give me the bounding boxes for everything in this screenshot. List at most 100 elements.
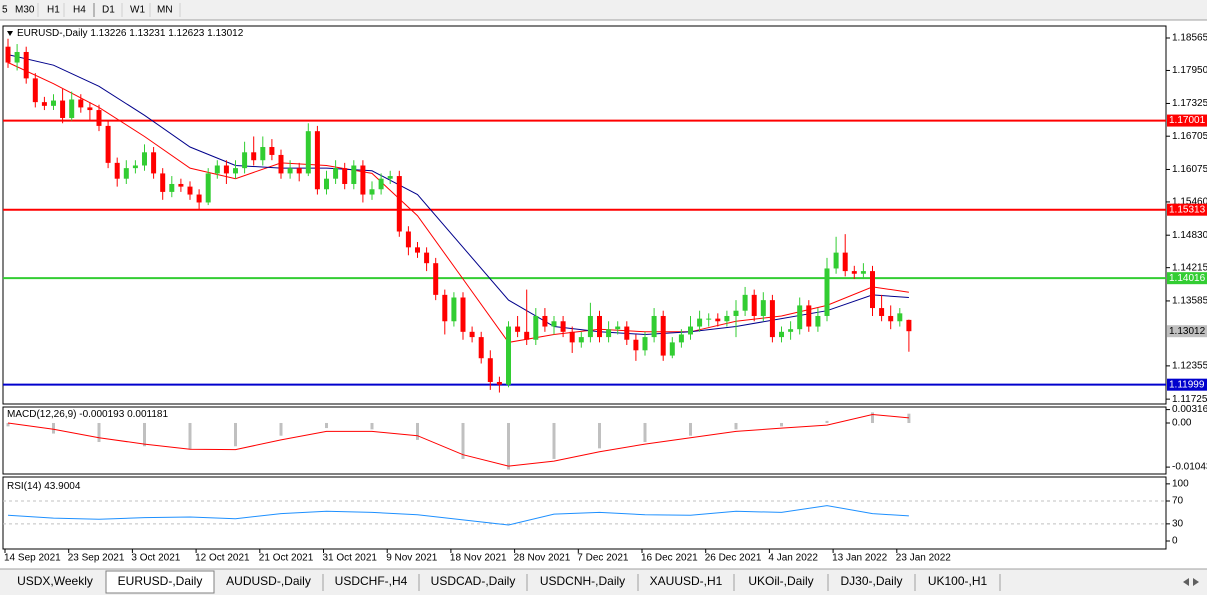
- candle-body: [542, 315, 548, 327]
- macd-bar: [97, 422, 101, 443]
- candle-body: [733, 310, 739, 316]
- rsi-header: RSI(14) 43.9004: [7, 481, 81, 492]
- y-tick-label: -0.01043: [1172, 462, 1207, 473]
- candle-body: [460, 297, 466, 332]
- candle-body: [769, 300, 775, 338]
- timeframe-button[interactable]: M30: [15, 5, 35, 16]
- macd-signal: [7, 413, 909, 467]
- macd-bar: [825, 420, 829, 423]
- rsi-value: 43.9004: [44, 481, 81, 492]
- candle-body: [196, 194, 202, 203]
- macd-header: MACD(12,26,9) -0.000193 0.001181: [7, 409, 168, 420]
- level-label-box: [1167, 203, 1207, 216]
- candle-body: [32, 78, 38, 103]
- y-tick-label: 0: [1172, 536, 1178, 547]
- macd-bar: [780, 422, 783, 427]
- candle-body: [806, 305, 812, 327]
- x-tick-label: 3 Oct 2021: [131, 553, 180, 564]
- x-tick-label: 16 Dec 2021: [641, 553, 698, 564]
- candle-body: [369, 189, 375, 195]
- candle-body: [851, 271, 857, 274]
- candle-body: [214, 165, 220, 174]
- tab[interactable]: USDX,Weekly: [17, 574, 93, 588]
- candle-body: [333, 168, 339, 179]
- candle-body: [478, 337, 484, 359]
- x-tick-label: 31 Oct 2021: [323, 553, 378, 564]
- candle-body: [278, 154, 284, 174]
- level-label: 1.15313: [1169, 204, 1206, 215]
- macd-panel: [2, 406, 1167, 475]
- price-panel: [2, 25, 1167, 405]
- candle-body: [114, 162, 120, 179]
- tab-scroll-left[interactable]: [1183, 578, 1189, 586]
- level-label-box: [1167, 272, 1207, 285]
- candle-body: [233, 168, 238, 174]
- candle-body: [5, 46, 11, 63]
- candle-body: [651, 315, 657, 338]
- candle-body: [351, 165, 357, 184]
- candle-body: [178, 183, 184, 187]
- rsi-line: [7, 505, 909, 526]
- x-tick-label: 18 Nov 2021: [450, 553, 507, 564]
- macd-bar: [416, 422, 419, 440]
- tab[interactable]: DJ30-,Daily: [840, 574, 902, 588]
- candle-body: [487, 358, 493, 382]
- header-high: 1.13231: [129, 28, 166, 39]
- candle-body: [78, 99, 84, 108]
- macd-bar: [6, 422, 10, 427]
- candle-body: [515, 326, 521, 332]
- tab-scroll-right[interactable]: [1193, 578, 1199, 586]
- menu-arrow[interactable]: [7, 31, 13, 36]
- price-label-box: [1167, 325, 1207, 338]
- candle-body: [205, 173, 211, 203]
- timeframe-button[interactable]: MN: [157, 5, 173, 16]
- y-tick-label: 100: [1172, 478, 1189, 489]
- timeframe-button[interactable]: H1: [47, 5, 60, 16]
- candle-body: [51, 100, 56, 106]
- y-tick-label: 0.00: [1172, 418, 1192, 429]
- tab[interactable]: USDCHF-,H4: [335, 574, 408, 588]
- candle-body: [533, 315, 539, 340]
- candle-body: [223, 165, 229, 174]
- timeframe-button[interactable]: D1: [102, 5, 115, 16]
- candle-body: [724, 315, 730, 322]
- x-tick-label: 13 Jan 2022: [832, 553, 887, 564]
- candle-body: [360, 165, 366, 195]
- tab[interactable]: USDCAD-,Daily: [431, 574, 516, 588]
- tab[interactable]: EURUSD-,Daily: [118, 574, 203, 588]
- candle-body: [779, 331, 784, 338]
- y-tick-label: 1.12355: [1172, 361, 1207, 372]
- candle-body: [378, 178, 384, 190]
- macd-bar: [325, 422, 328, 429]
- timeframe-button[interactable]: H4: [73, 5, 86, 16]
- candle-body: [14, 51, 20, 63]
- candle-body: [551, 321, 557, 327]
- candle-body: [342, 168, 348, 184]
- candle-body: [797, 305, 803, 330]
- candle-body: [123, 168, 129, 179]
- candle-body: [842, 252, 848, 272]
- tab[interactable]: USDCNH-,Daily: [540, 574, 625, 588]
- candle-body: [314, 131, 320, 190]
- tab[interactable]: UK100-,H1: [928, 574, 988, 588]
- y-tick-label: 1.14215: [1172, 262, 1207, 273]
- tab[interactable]: AUDUSD-,Daily: [226, 574, 311, 588]
- tab[interactable]: XAUUSD-,H1: [650, 574, 723, 588]
- tab[interactable]: UKOil-,Daily: [748, 574, 813, 588]
- candle-body: [187, 186, 193, 195]
- rsi-title: RSI(14): [7, 481, 41, 492]
- timeframe-button[interactable]: W1: [130, 5, 145, 16]
- candle-body: [269, 147, 275, 155]
- candle-body: [324, 178, 329, 190]
- candle-body: [506, 326, 511, 385]
- timeframe-button[interactable]: 5: [2, 5, 8, 16]
- candle-body: [897, 313, 903, 322]
- candle-body: [660, 315, 666, 356]
- x-tick-label: 9 Nov 2021: [386, 553, 438, 564]
- level-label-box: [1167, 114, 1207, 127]
- macd-bar: [188, 422, 192, 450]
- y-tick-label: 1.18565: [1172, 33, 1207, 44]
- candle-body: [833, 252, 839, 269]
- candle-body: [132, 165, 138, 169]
